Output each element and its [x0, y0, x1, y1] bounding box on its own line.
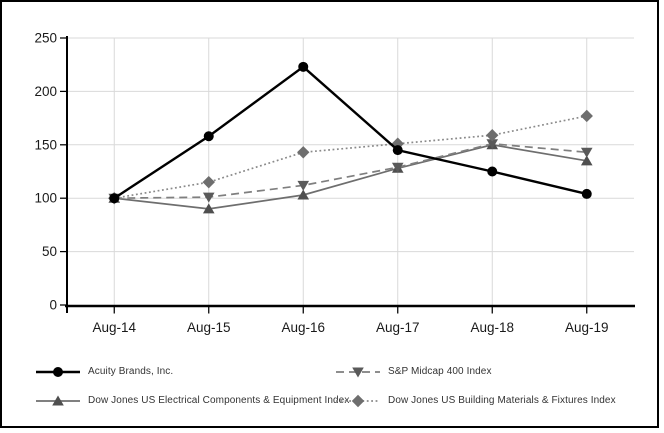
- marker-triangle-down-icon: [202, 192, 215, 203]
- marker-circle-icon: [581, 188, 592, 199]
- x-axis-tick-label: Aug-16: [281, 320, 325, 335]
- marker-circle-icon: [53, 366, 63, 377]
- x-axis-tick-label: Aug-19: [565, 320, 609, 335]
- legend-label-dj-building-materials: Dow Jones US Building Materials & Fixtur…: [388, 395, 616, 406]
- legend-label-acuity-brands: Acuity Brands, Inc.: [88, 366, 174, 377]
- legend-label-dj-electrical: Dow Jones US Electrical Components & Equ…: [88, 395, 350, 406]
- marker-circle-icon: [109, 193, 120, 204]
- marker-triangle-up-icon: [202, 203, 215, 214]
- legend-sample-circle-icon: [35, 365, 81, 379]
- marker-triangle-up-icon: [297, 189, 310, 200]
- legend-sample-svg: [36, 395, 80, 405]
- y-axis-tick-label: 50: [42, 244, 57, 259]
- legend-item-dj-building-materials: Dow Jones US Building Materials & Fixtur…: [335, 386, 655, 415]
- legend-item-sp-midcap-400: S&P Midcap 400 Index: [335, 357, 655, 386]
- marker-diamond-icon: [297, 146, 310, 159]
- y-axis-tick-label: 150: [34, 137, 57, 152]
- x-axis-tick-label: Aug-15: [187, 320, 231, 335]
- y-axis-tick-label: 0: [49, 298, 57, 313]
- marker-diamond-icon: [202, 175, 215, 189]
- x-axis-tick-label: Aug-17: [376, 320, 420, 335]
- marker-triangle-down-icon: [486, 139, 499, 150]
- legend-sample-triangle-up-icon: [35, 394, 81, 408]
- marker-diamond-icon: [580, 109, 593, 123]
- marker-diamond-icon: [486, 128, 499, 142]
- y-axis-tick-label: 250: [34, 31, 57, 46]
- marker-triangle-down-icon: [580, 147, 593, 158]
- marker-triangle-down-icon: [352, 367, 364, 377]
- series-line: [114, 115, 587, 200]
- marker-circle-icon: [298, 61, 309, 72]
- chart-legend: Acuity Brands, Inc. S&P Midcap 400 Index…: [2, 357, 642, 415]
- legend-sample-svg: [336, 367, 380, 377]
- legend-sample-diamond-icon: [335, 394, 381, 408]
- total-return-line-chart: 0 50 100 150 200 250 Aug-14 Aug-15 Aug-16 Aug-17 A…: [34, 31, 635, 335]
- legend-item-acuity-brands: Acuity Brands, Inc.: [35, 357, 335, 386]
- y-axis-tick-label: 100: [34, 191, 57, 206]
- series-0: [109, 61, 592, 204]
- marker-triangle-down-icon: [297, 180, 310, 191]
- marker-triangle-down-icon: [391, 162, 404, 173]
- marker-diamond-icon: [351, 394, 365, 407]
- marker-circle-icon: [487, 166, 498, 177]
- series-3: [108, 109, 593, 205]
- legend-sample-svg: [36, 366, 80, 377]
- legend-sample-svg: [336, 394, 380, 407]
- legend-sample-triangle-down-icon: [335, 365, 381, 379]
- series-line: [113, 65, 588, 200]
- marker-circle-icon: [392, 145, 403, 156]
- y-axis-tick-label: 200: [34, 84, 57, 99]
- x-axis-tick-label: Aug-18: [470, 320, 514, 335]
- marker-circle-icon: [203, 131, 214, 142]
- series-line: [114, 142, 587, 200]
- marker-triangle-up-icon: [52, 395, 64, 405]
- series-line: [114, 143, 587, 210]
- x-axis-tick-label: Aug-14: [92, 320, 136, 335]
- legend-label-sp-midcap-400: S&P Midcap 400 Index: [388, 366, 492, 377]
- legend-item-dj-electrical: Dow Jones US Electrical Components & Equ…: [35, 386, 349, 415]
- marker-triangle-up-icon: [580, 155, 593, 166]
